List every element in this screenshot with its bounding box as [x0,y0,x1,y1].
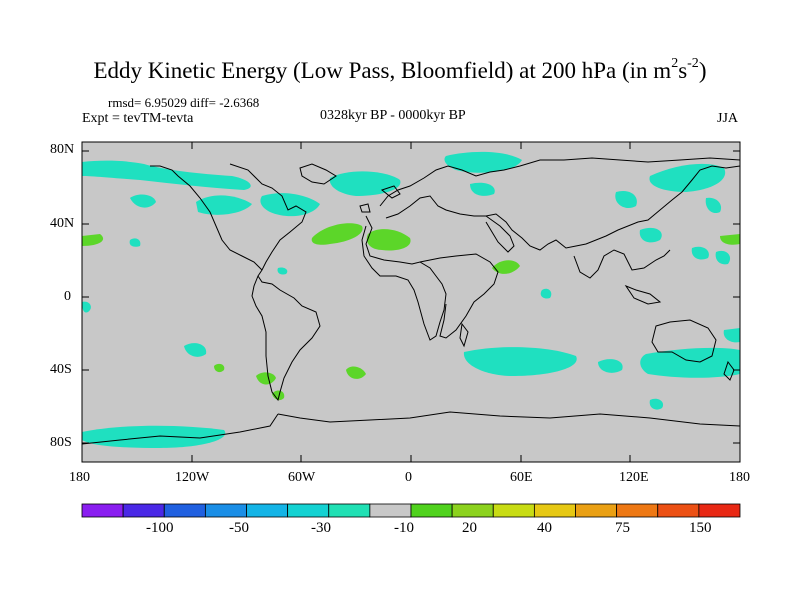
lon-label: 120W [175,470,210,485]
lat-label: 40S [50,362,72,377]
lon-label: 0 [405,470,412,485]
positive-anomaly-regions [82,223,740,401]
axis-ticks [81,142,741,462]
colorbar-label: -100 [146,520,174,536]
lon-label: 180 [729,470,750,485]
colorbar-swatch [575,503,618,518]
experiment-label: Expt = tevTM-tevta [82,111,194,126]
colorbar-swatch [533,503,576,518]
colorbar [81,503,741,518]
season-label: JJA [717,111,739,126]
lat-label: 80N [50,142,75,157]
colorbar-swatch [369,503,412,518]
lon-label: 60E [510,470,533,485]
lat-label: 0 [64,289,71,304]
colorbar-label: 20 [462,520,477,536]
colorbar-swatch [492,503,535,518]
colorbar-label: -30 [311,520,331,536]
colorbar-label: -10 [394,520,414,536]
colorbar-swatch [410,503,453,518]
period-label: 0328kyr BP - 0000kyr BP [320,108,466,123]
lon-label: 120E [619,470,649,485]
lon-label: 180 [69,470,90,485]
colorbar-label: 75 [615,520,630,536]
colorbar-swatch [122,503,165,518]
colorbar-label: 150 [689,520,712,536]
chart-title: Eddy Kinetic Energy (Low Pass, Bloomfiel… [93,56,707,83]
colorbar-swatch [163,503,206,518]
coastlines [81,157,741,445]
stats-label: rmsd= 6.95029 diff= -2.6368 [108,95,260,110]
colorbar-swatch [328,503,371,518]
colorbar-swatch [657,503,700,518]
colorbar-label: 40 [537,520,552,536]
colorbar-swatch [246,503,289,518]
colorbar-swatch [204,503,247,518]
map-background [82,142,740,462]
colorbar-swatch [81,503,124,518]
lat-label: 40N [50,216,75,231]
colorbar-label: -50 [229,520,249,536]
colorbar-swatch [287,503,330,518]
lon-label: 60W [288,470,316,485]
colorbar-swatch [698,503,741,518]
lat-label: 80S [50,435,72,450]
colorbar-swatch [616,503,659,518]
colorbar-swatch [451,503,494,518]
